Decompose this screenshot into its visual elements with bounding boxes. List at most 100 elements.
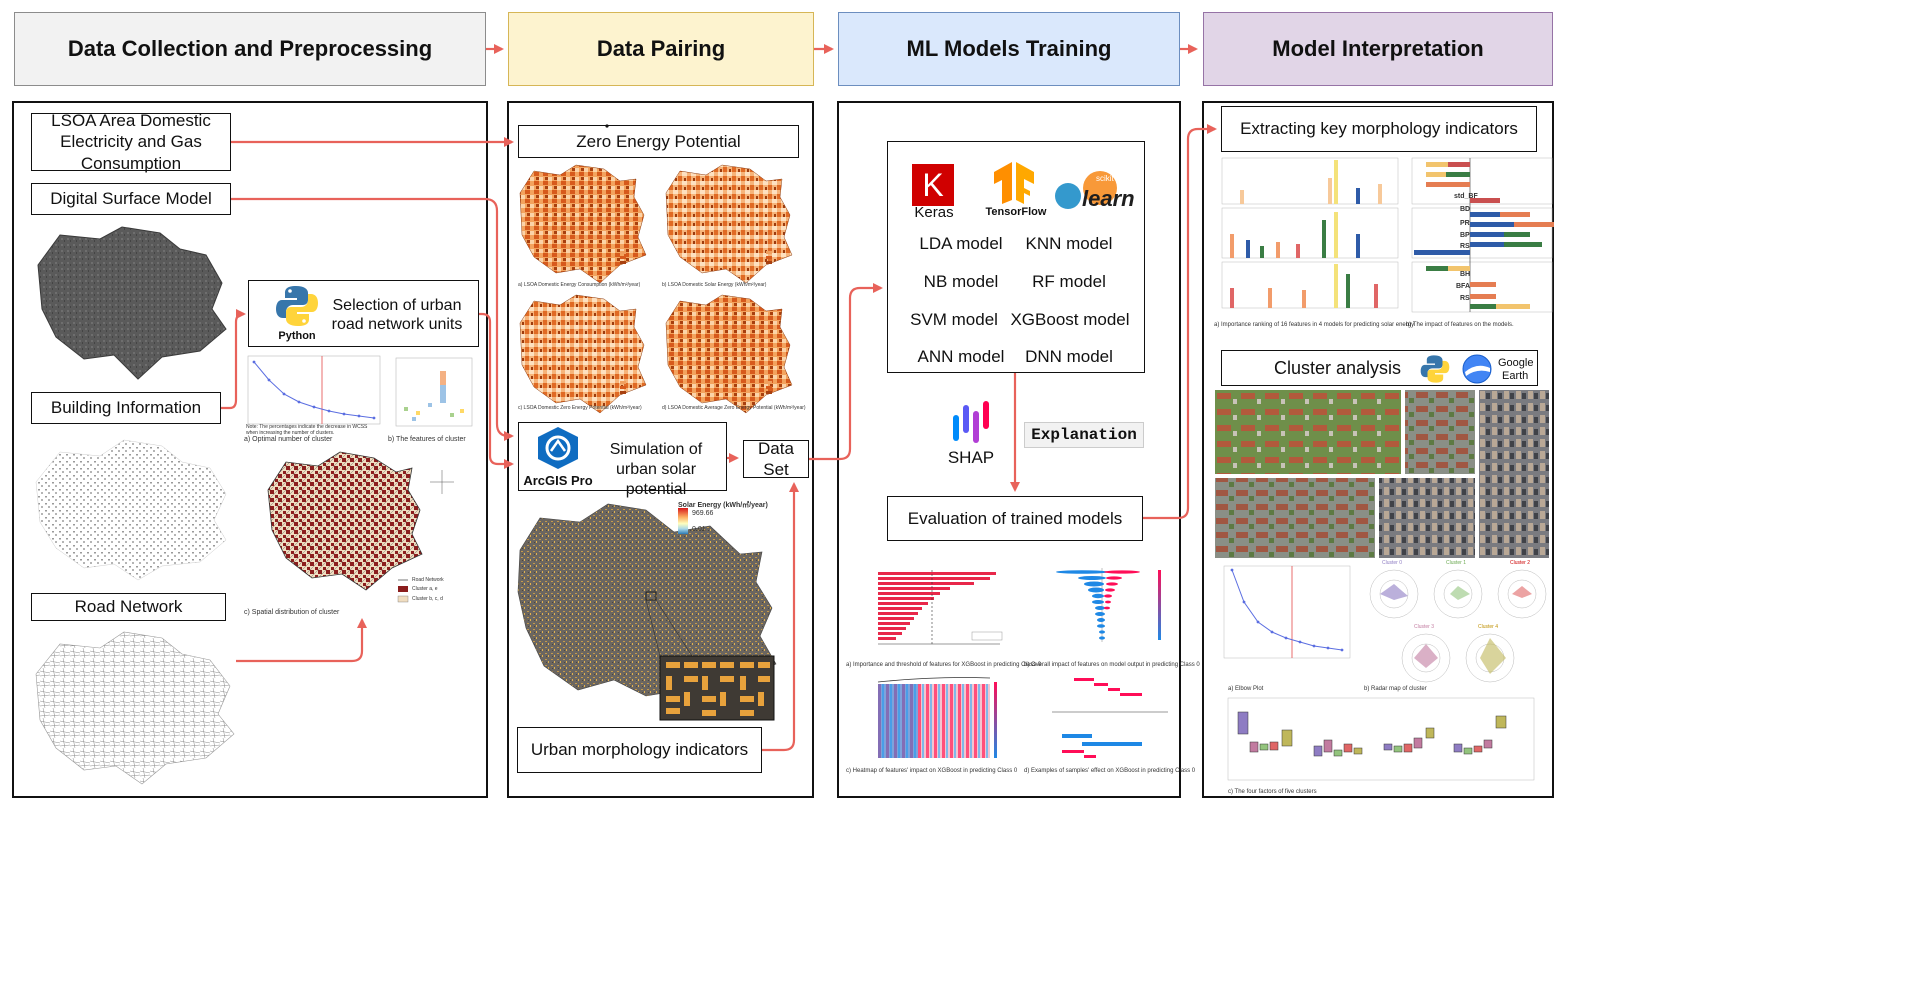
zero-energy-label: Zero Energy Potential bbox=[576, 131, 741, 151]
optimal-cluster-caption: a) Optimal number of cluster bbox=[244, 436, 333, 443]
dsm-box: Digital Surface Model bbox=[31, 183, 231, 215]
feature-label-2: PR bbox=[1460, 220, 1470, 227]
legend-cluster-2: Cluster b, c, d bbox=[412, 596, 443, 602]
shap-heatmap-chart bbox=[877, 677, 997, 758]
dsm-map bbox=[37, 226, 227, 380]
sklearn-logo-icon bbox=[1055, 171, 1117, 209]
cluster-boxplot bbox=[1227, 697, 1535, 781]
python-logo-icon bbox=[276, 286, 318, 326]
map-caption-a: a) LSOA Domestic Energy Consumption (kWh… bbox=[518, 282, 641, 288]
lsoa-consumption-box: LSOA Area Domestic Electricity and Gas C… bbox=[31, 111, 231, 173]
feature-label-5: BH bbox=[1460, 271, 1471, 278]
tensorflow-label: TensorFlow bbox=[985, 206, 1047, 218]
dsm-label: Digital Surface Model bbox=[50, 189, 212, 209]
stage-header-training: ML Models Training bbox=[838, 12, 1180, 86]
shap-waterfall-chart bbox=[1052, 678, 1168, 758]
model-dnn: DNN model bbox=[1025, 347, 1113, 366]
google-earth-logo-icon bbox=[1462, 354, 1492, 384]
stage-header-collection-label: Data Collection and Preprocessing bbox=[67, 36, 433, 61]
stage-header-interpretation-label: Model Interpretation bbox=[1272, 36, 1484, 61]
building-footprint-map bbox=[35, 439, 227, 581]
radar-caption: b) Radar map of cluster bbox=[1364, 686, 1427, 692]
stage-header-collection: Data Collection and Preprocessing bbox=[14, 12, 486, 86]
radar-title-0: Cluster 0 bbox=[1382, 560, 1403, 566]
optimal-cluster-note: Note: The percentages indicate the decre… bbox=[246, 424, 368, 436]
radar-title-1: Cluster 1 bbox=[1446, 560, 1467, 566]
lsoa-consumption-label: LSOA Area Domestic Electricity and Gas C… bbox=[51, 111, 211, 173]
spatial-cluster-map bbox=[267, 451, 454, 603]
shap-importance-chart bbox=[878, 570, 1003, 645]
stage-header-pairing-label: Data Pairing bbox=[596, 36, 726, 61]
shap-caption-b: b) Overall impact of features on model o… bbox=[1024, 662, 1200, 668]
building-info-label: Building Information bbox=[50, 398, 202, 418]
radar-title-3: Cluster 3 bbox=[1414, 624, 1435, 630]
sklearn-top-label: scikit bbox=[1096, 174, 1114, 183]
shap-caption-d: d) Examples of samples' effect on XGBoos… bbox=[1024, 768, 1196, 774]
importance-caption: a) Importance ranking of 16 features in … bbox=[1214, 322, 1415, 328]
extract-indicators-label: Extracting key morphology indicators bbox=[1240, 119, 1518, 139]
solar-legend-max: 969.66 bbox=[692, 510, 714, 517]
solar-legend-title: Solar Energy (kWh/㎡/year) bbox=[678, 502, 768, 509]
radar-charts bbox=[1369, 569, 1547, 683]
feature-label-6: BFA bbox=[1456, 283, 1470, 290]
feature-label-0: std_BF bbox=[1454, 193, 1478, 200]
feature-impact-caption: b) The impact of features on the models. bbox=[1406, 322, 1514, 328]
model-ann: ANN model bbox=[917, 347, 1005, 366]
aerial-photos bbox=[1215, 390, 1549, 558]
road-network-box: Road Network bbox=[31, 593, 226, 621]
cluster-analysis-label: Cluster analysis bbox=[1274, 357, 1402, 378]
radar-title-2: Cluster 2 bbox=[1510, 560, 1531, 566]
tensorflow-logo-icon bbox=[994, 162, 1034, 204]
spatial-cluster-caption: c) Spatial distribution of cluster bbox=[244, 609, 340, 616]
shap-logo-icon bbox=[953, 401, 989, 443]
python-logo-icon-2 bbox=[1420, 355, 1450, 383]
python-label: Python bbox=[278, 330, 316, 342]
feature-label-4: RS bbox=[1460, 243, 1470, 250]
shap-beeswarm-chart bbox=[1056, 568, 1161, 642]
shap-caption-a: a) Importance and threshold of features … bbox=[846, 662, 1042, 668]
legend-road-network: Road Network bbox=[412, 577, 444, 583]
google-label-bottom: Earth bbox=[1502, 370, 1529, 382]
keras-logo-icon: K bbox=[912, 164, 954, 206]
cluster-features-chart bbox=[395, 357, 473, 427]
explanation-tag: Explanation bbox=[1024, 422, 1144, 448]
map-caption-c: c) LSOA Domestic Zero Energy Potential (… bbox=[518, 405, 642, 411]
shap-label: SHAP bbox=[947, 448, 995, 467]
zero-energy-box: Zero Energy Potential bbox=[518, 125, 799, 158]
evaluation-box: Evaluation of trained models bbox=[887, 496, 1143, 541]
legend-cluster-1: Cluster a, e bbox=[412, 586, 438, 592]
energy-maps-grid bbox=[519, 164, 793, 414]
elbow-caption: a) Elbow Plot bbox=[1228, 686, 1264, 692]
morphology-indicators-box: Urban morphology indicators bbox=[517, 727, 762, 773]
elbow-plot bbox=[1223, 565, 1351, 659]
solar-legend-min: 0.01 bbox=[692, 526, 706, 533]
model-knn: KNN model bbox=[1025, 234, 1113, 253]
model-svm: SVM model bbox=[910, 310, 998, 329]
arcgis-label: ArcGIS Pro bbox=[523, 473, 593, 488]
solar-energy-map bbox=[517, 503, 777, 721]
road-network-label: Road Network bbox=[74, 597, 183, 617]
radar-title-4: Cluster 4 bbox=[1478, 624, 1499, 630]
dataset-box: Data Set bbox=[743, 439, 809, 479]
map-caption-b: b) LSOA Domestic Solar Energy (kWh/m²/ye… bbox=[662, 282, 767, 288]
boxplot-caption: c) The four factors of five clusters bbox=[1228, 789, 1317, 795]
feature-impact-chart bbox=[1411, 157, 1554, 313]
simulation-solar-label: Simulation of urban solar potential bbox=[609, 441, 703, 498]
google-label-top: Google bbox=[1498, 357, 1534, 369]
selection-road-units-label: Selection of urban road network units bbox=[331, 297, 463, 334]
cluster-features-caption: b) The features of cluster bbox=[388, 436, 466, 443]
feature-label-1: BD bbox=[1460, 206, 1471, 213]
morphology-indicators-label: Urban morphology indicators bbox=[530, 740, 749, 760]
arcgis-logo-icon bbox=[538, 427, 578, 469]
stage-header-pairing: Data Pairing bbox=[508, 12, 814, 86]
shap-caption-c: c) Heatmap of features' impact on XGBoos… bbox=[846, 768, 1018, 774]
model-xgboost: XGBoost model bbox=[1010, 310, 1130, 329]
road-network-map bbox=[35, 631, 235, 785]
model-rf: RF model bbox=[1032, 272, 1106, 291]
model-lda: LDA model bbox=[919, 234, 1003, 253]
feature-label-3: BP bbox=[1460, 232, 1470, 239]
feature-label-7: RS bbox=[1460, 295, 1470, 302]
map-caption-d: d) LSOA Domestic Average Zero Energy Pot… bbox=[662, 405, 806, 411]
extract-indicators-box: Extracting key morphology indicators bbox=[1221, 106, 1537, 152]
building-info-box: Building Information bbox=[31, 392, 221, 424]
